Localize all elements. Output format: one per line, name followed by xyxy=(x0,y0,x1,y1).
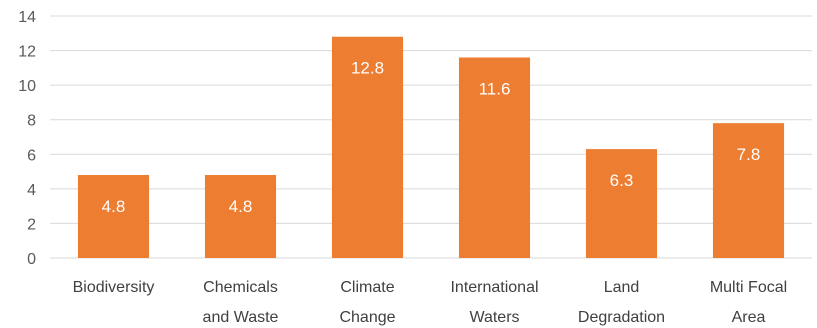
data-label: 12.8 xyxy=(351,59,384,78)
bar xyxy=(458,57,531,258)
bar xyxy=(585,149,658,258)
x-category-label: Change xyxy=(339,309,395,326)
data-label: 6.3 xyxy=(610,171,634,190)
x-category-label: Land xyxy=(604,279,640,296)
bar xyxy=(331,36,404,258)
x-category-label: Chemicals xyxy=(203,279,278,296)
y-tick-label: 12 xyxy=(18,44,36,61)
y-tick-label: 2 xyxy=(27,216,36,233)
data-label: 4.8 xyxy=(102,197,126,216)
data-label: 11.6 xyxy=(479,79,511,98)
y-tick-label: 8 xyxy=(27,113,36,130)
y-tick-label: 14 xyxy=(18,9,36,26)
x-category-label: Degradation xyxy=(578,309,665,326)
x-category-label: Area xyxy=(732,309,766,326)
bar xyxy=(204,175,277,258)
x-category-label: Waters xyxy=(469,309,519,326)
bar xyxy=(77,175,150,258)
x-category-label: International xyxy=(450,279,538,296)
data-label: 7.8 xyxy=(737,145,761,164)
x-category-label: Biodiversity xyxy=(73,279,155,296)
bar xyxy=(712,123,785,259)
x-category-label: and Waste xyxy=(203,309,279,326)
x-category-label: Climate xyxy=(340,279,394,296)
x-category-label: Multi Focal xyxy=(710,279,787,296)
y-tick-label: 0 xyxy=(27,251,36,268)
y-tick-label: 4 xyxy=(27,182,36,199)
data-label: 4.8 xyxy=(229,197,253,216)
y-tick-label: 6 xyxy=(27,147,36,164)
y-tick-label: 10 xyxy=(18,78,36,95)
